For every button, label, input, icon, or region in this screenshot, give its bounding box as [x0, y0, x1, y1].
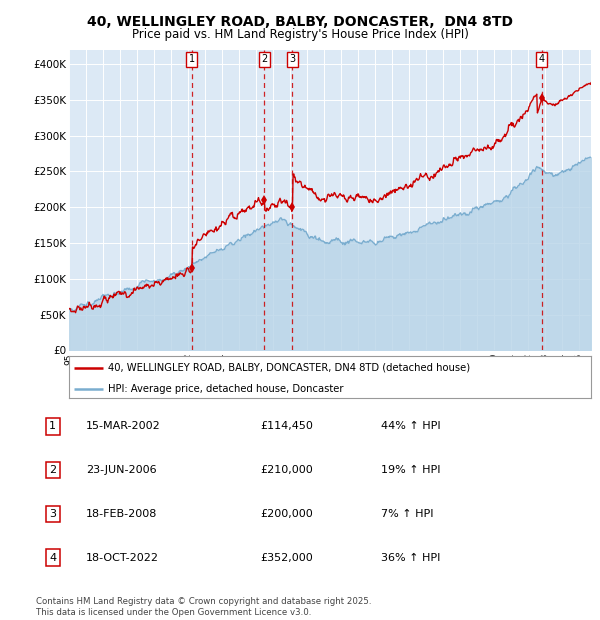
Text: 1: 1 [188, 54, 194, 64]
Text: £210,000: £210,000 [260, 465, 313, 475]
Text: HPI: Average price, detached house, Doncaster: HPI: Average price, detached house, Donc… [108, 384, 344, 394]
Text: Price paid vs. HM Land Registry's House Price Index (HPI): Price paid vs. HM Land Registry's House … [131, 28, 469, 41]
Text: 18-OCT-2022: 18-OCT-2022 [86, 553, 159, 563]
Text: 4: 4 [539, 54, 545, 64]
Text: 19% ↑ HPI: 19% ↑ HPI [381, 465, 441, 475]
Text: 3: 3 [289, 54, 295, 64]
Text: 40, WELLINGLEY ROAD, BALBY, DONCASTER, DN4 8TD (detached house): 40, WELLINGLEY ROAD, BALBY, DONCASTER, D… [108, 363, 470, 373]
Text: 1: 1 [49, 421, 56, 431]
Text: Contains HM Land Registry data © Crown copyright and database right 2025.
This d: Contains HM Land Registry data © Crown c… [36, 598, 371, 617]
Text: 36% ↑ HPI: 36% ↑ HPI [381, 553, 440, 563]
Text: £352,000: £352,000 [260, 553, 313, 563]
Text: 2: 2 [261, 54, 268, 64]
Text: 44% ↑ HPI: 44% ↑ HPI [381, 421, 441, 431]
Text: 15-MAR-2002: 15-MAR-2002 [86, 421, 161, 431]
Text: £114,450: £114,450 [260, 421, 313, 431]
Text: 3: 3 [49, 509, 56, 519]
Text: £200,000: £200,000 [260, 509, 313, 519]
Text: 7% ↑ HPI: 7% ↑ HPI [381, 509, 434, 519]
Text: 4: 4 [49, 553, 56, 563]
Text: 23-JUN-2006: 23-JUN-2006 [86, 465, 157, 475]
Text: 18-FEB-2008: 18-FEB-2008 [86, 509, 157, 519]
Text: 2: 2 [49, 465, 56, 475]
Text: 40, WELLINGLEY ROAD, BALBY, DONCASTER,  DN4 8TD: 40, WELLINGLEY ROAD, BALBY, DONCASTER, D… [87, 16, 513, 30]
